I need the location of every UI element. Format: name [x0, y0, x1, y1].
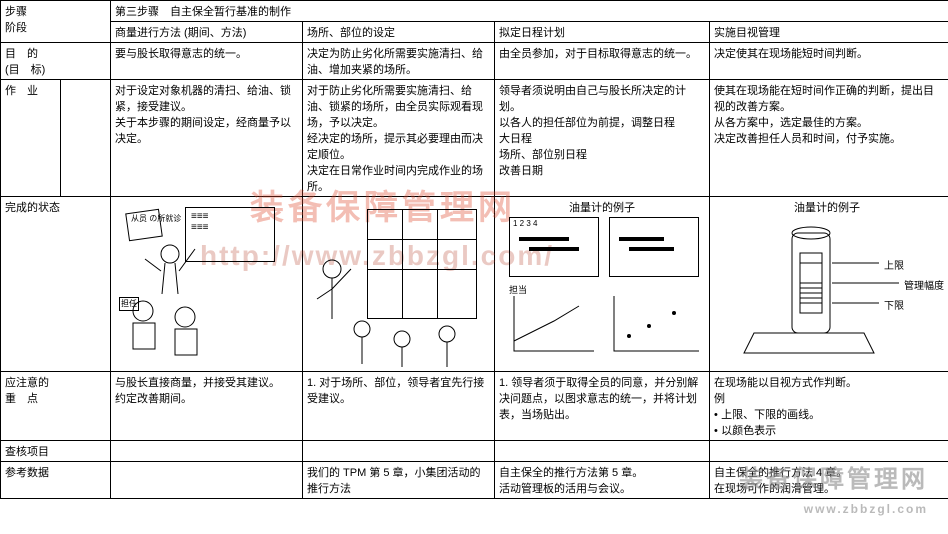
table-row: 应注意的 重 点 与股长直接商量，并接受其建议。 约定改善期间。 1. 对于场所… [1, 372, 948, 441]
table-row: 参考数据 我们的 TPM 第 5 章，小集团活动的推行方法 自主保全的推行方法第… [1, 462, 948, 499]
list-item: 以颜色表示 [725, 422, 944, 438]
table-row: 步骤 阶段 第三步骤 自主保全暂行基准的制作 [1, 1, 948, 22]
group-sketch-icon [307, 199, 497, 369]
check-c2 [303, 441, 495, 462]
purpose-c2: 决定为防止劣化所需要实施清扫、给油、增加夹紧的场所。 [303, 43, 495, 80]
step-title: 第三步骤 自主保全暂行基准的制作 [111, 1, 948, 22]
watermark-gray-url: www.zbbzgl.com [804, 502, 928, 516]
caution-c3: 1. 领导者须于取得全员的同意，并分别解决问题点，以图求意志的统一，并将计划表，… [495, 372, 710, 441]
col-header-2: 场所、部位的设定 [303, 22, 495, 43]
page-root: 装备保障管理网 http://www.zbbzgl.com/ 装备保障管理网 w… [0, 0, 948, 534]
row-label-state: 完成的状态 [1, 197, 111, 372]
people-sketch-icon [115, 199, 295, 369]
table-row: 完成的状态 ≡≡≡≡≡≡ 从员 の所就诊 [1, 197, 948, 372]
row-label-check: 查核项目 [1, 441, 111, 462]
gauge-caption-c3: 油量计的例子 [569, 199, 635, 215]
state-c4-illus: 油量计的例子 [710, 197, 948, 372]
purpose-c3: 由全员参加，对于目标取得意志的统一。 [495, 43, 710, 80]
purpose-c1: 要与股长取得意志的统一。 [111, 43, 303, 80]
row-label-ref: 参考数据 [1, 462, 111, 499]
row-label-purpose: 目 的 (目 标) [1, 43, 111, 80]
state-c1-illus: ≡≡≡≡≡≡ 从员 の所就诊 担任 [111, 197, 303, 372]
gauge-range-label: 管理幅度 [904, 277, 944, 292]
work-c1: 对于设定对象机器的清扫、给油、锁紧，接受建议。 关于本步骤的期间设定，经商量予以… [111, 80, 303, 197]
caution-c4-list: 上限、下限的画线。 以颜色表示 [714, 406, 944, 438]
ref-c4: 自主保全的推行方法 4 章。 在现场可作的润滑管理。 [710, 462, 948, 499]
ref-c2: 我们的 TPM 第 5 章，小集团活动的推行方法 [303, 462, 495, 499]
table-row: 查核项目 [1, 441, 948, 462]
list-item: 上限、下限的画线。 [725, 406, 944, 422]
ref-c3: 自主保全的推行方法第 5 章。 活动管理板的活用与会议。 [495, 462, 710, 499]
table-row: 作 业 对于设定对象机器的清扫、给油、锁紧，接受建议。 关于本步骤的期间设定，经… [1, 80, 948, 197]
caution-c2: 1. 对于场所、部位，领导者宜先行接受建议。 [303, 372, 495, 441]
step-stage-label: 步骤 阶段 [1, 1, 111, 43]
work-c2: 对于防止劣化所需要实施清扫、给油、锁紧的场所，由全员实际观看现场，予以决定。 经… [303, 80, 495, 197]
purpose-c4: 决定使其在现场能短时间判断。 [710, 43, 948, 80]
gauge-upper-label: 上限 [884, 257, 904, 272]
check-c4 [710, 441, 948, 462]
work-c4: 使其在现场能在短时间作正确的判断，提出目视的改善方案。 从各方案中，选定最佳的方… [710, 80, 948, 197]
col-header-1: 商量进行方法 (期间、方法) [111, 22, 303, 43]
gauge-lower-label: 下限 [884, 297, 904, 312]
caution-c1: 与股长直接商量，并接受其建议。 约定改善期间。 [111, 372, 303, 441]
check-c1 [111, 441, 303, 462]
col-header-4: 实施目视管理 [710, 22, 948, 43]
oil-gauge-icon [714, 213, 944, 373]
row-label-caution: 应注意的 重 点 [1, 372, 111, 441]
row-label-work: 作 业 [1, 80, 61, 197]
table-row: 目 的 (目 标) 要与股长取得意志的统一。 决定为防止劣化所需要实施清扫、给油… [1, 43, 948, 80]
table-row: 商量进行方法 (期间、方法) 场所、部位的设定 拟定日程计划 实施目视管理 [1, 22, 948, 43]
work-c3: 领导者须说明由自己与股长所决定的计划。 以各人的担任部位为前提，调整日程 大日程… [495, 80, 710, 197]
col-header-3: 拟定日程计划 [495, 22, 710, 43]
check-c3 [495, 441, 710, 462]
main-table: 步骤 阶段 第三步骤 自主保全暂行基准的制作 商量进行方法 (期间、方法) 场所… [0, 0, 948, 499]
state-c2-illus [303, 197, 495, 372]
state-c3-illus: 油量计的例子 1 2 3 4 担当 [495, 197, 710, 372]
caution-c4: 在现场能以目视方式作判断。 例 上限、下限的画线。 以颜色表示 [710, 372, 948, 441]
schedule-axes-icon [499, 291, 709, 371]
work-spacer [61, 80, 111, 197]
caution-c4-intro: 在现场能以目视方式作判断。 例 [714, 374, 944, 406]
ref-c1 [111, 462, 303, 499]
